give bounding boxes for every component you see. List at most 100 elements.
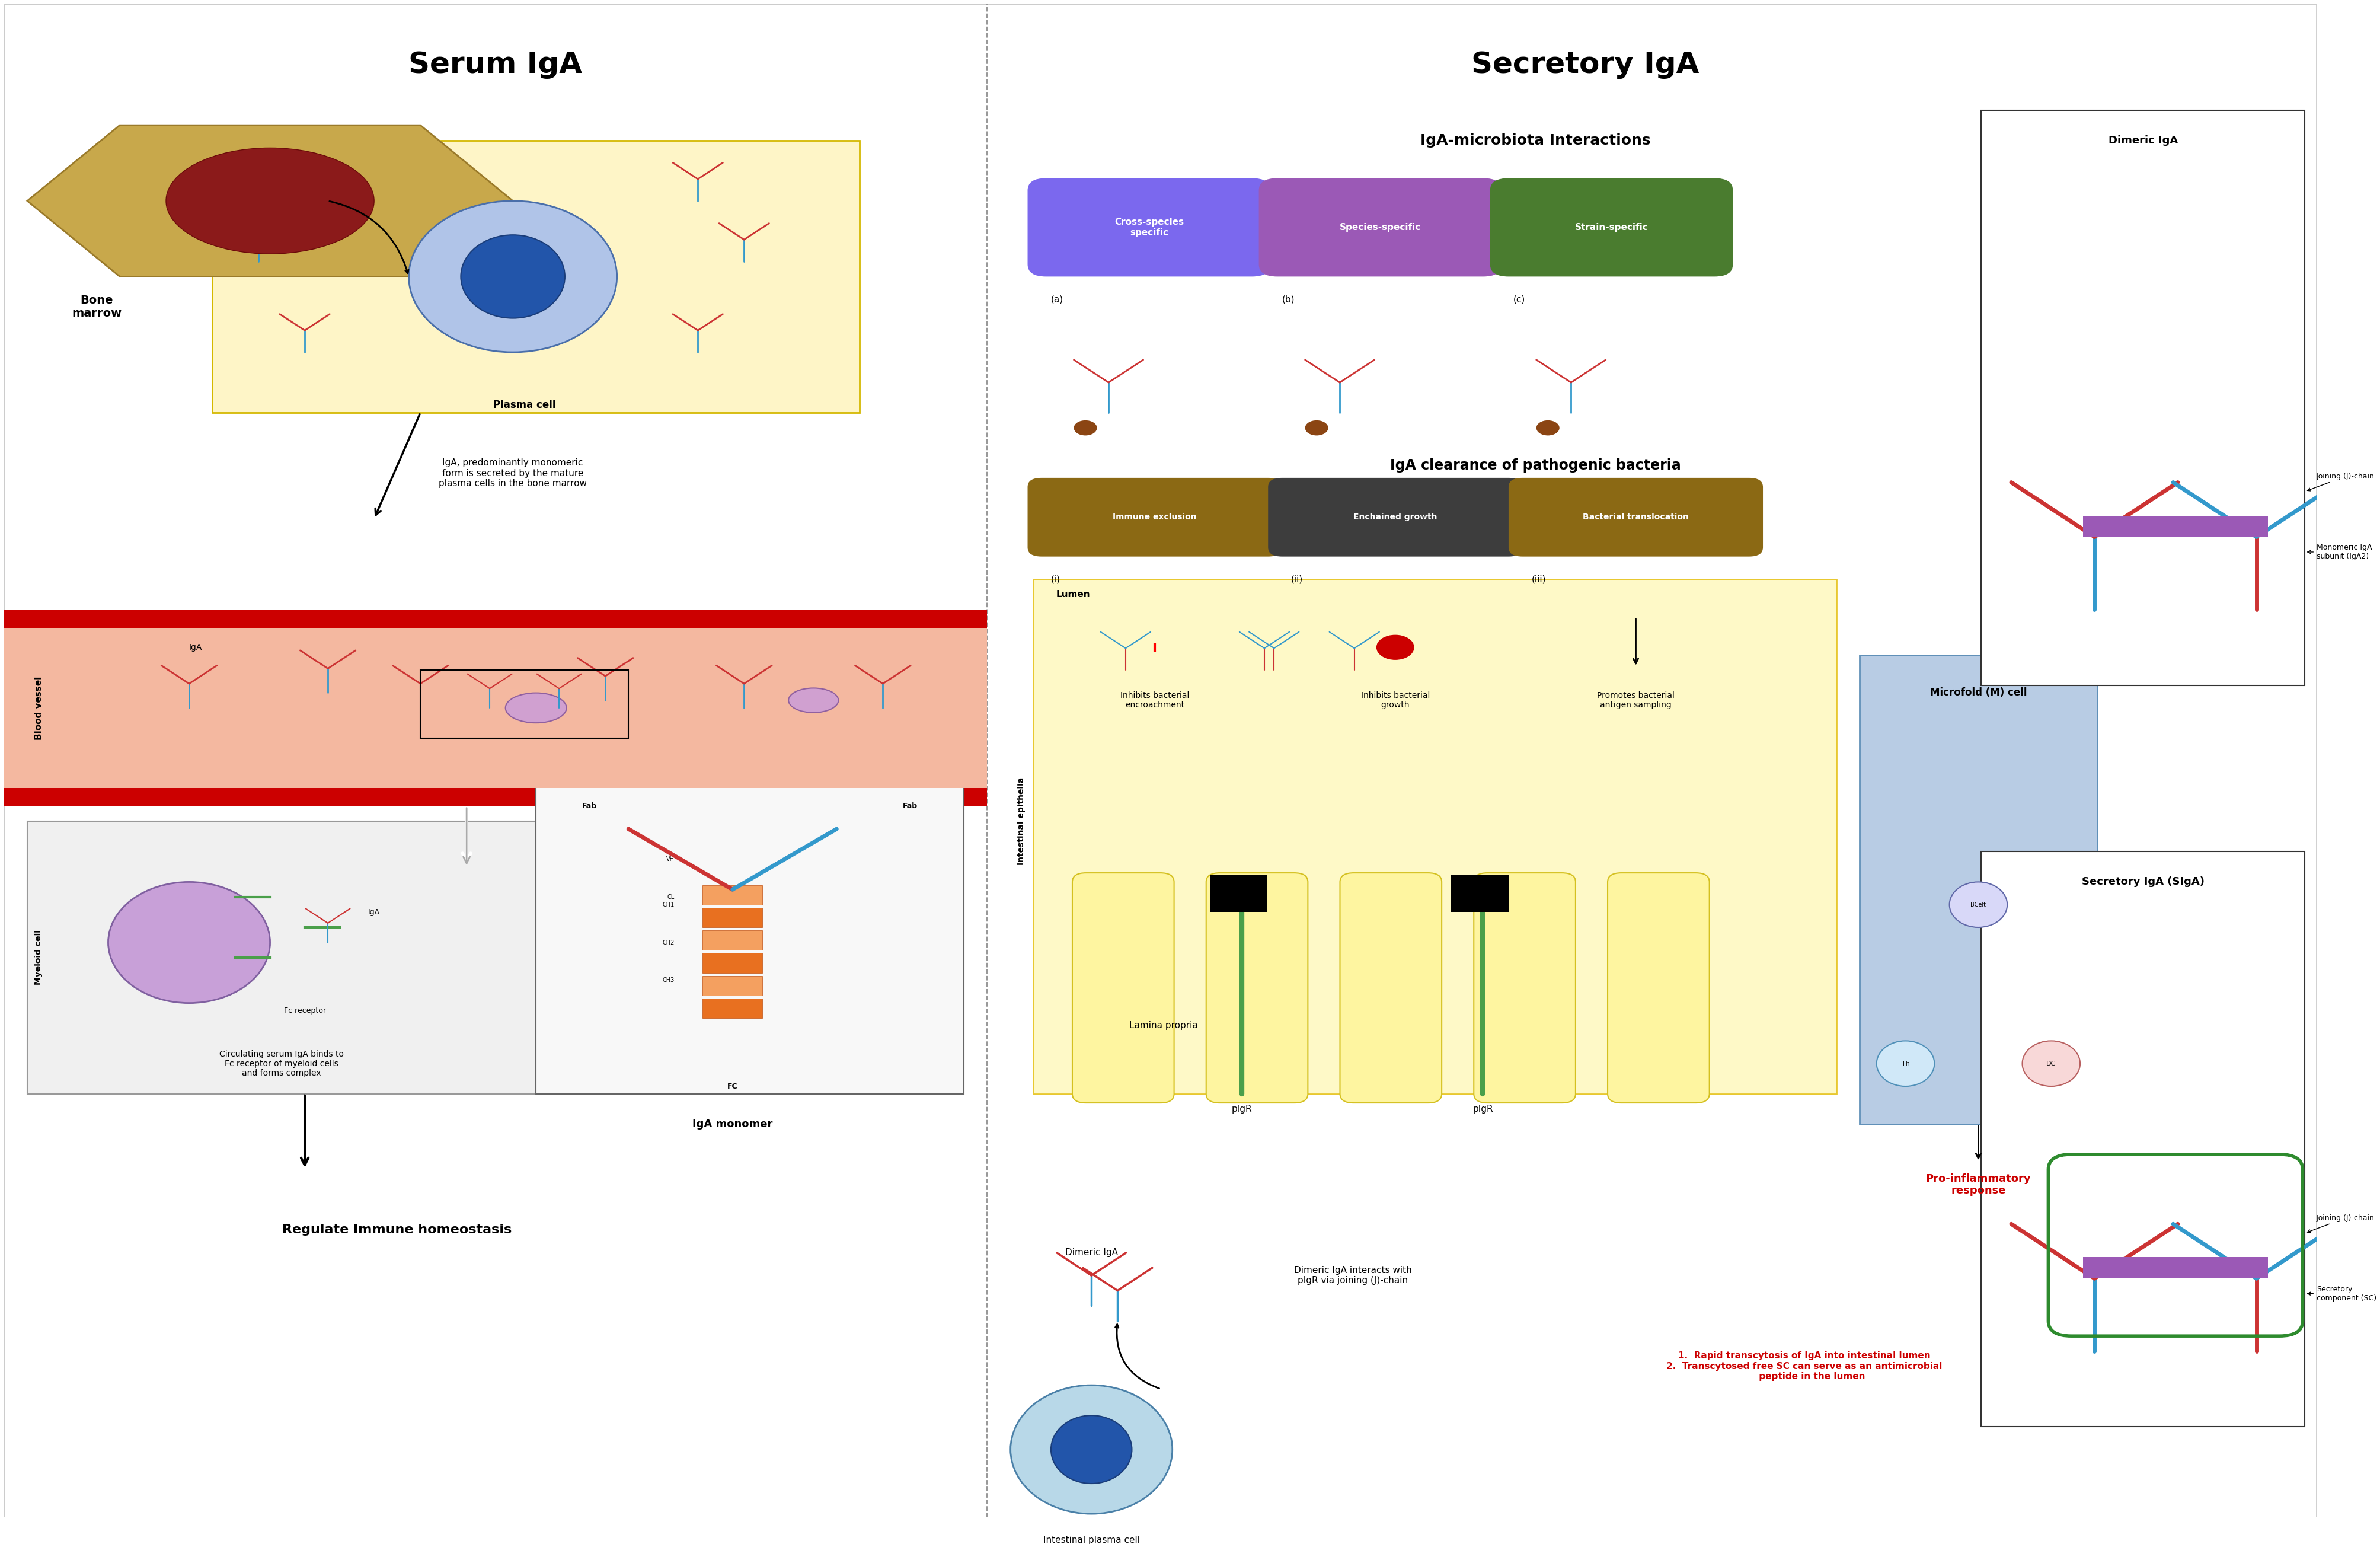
Text: Secretory IgA (SIgA): Secretory IgA (SIgA) xyxy=(2080,877,2204,888)
Bar xyxy=(1980,852,2304,1427)
Text: (b): (b) xyxy=(1283,295,1295,304)
Text: IgA clearance of pathogenic bacteria: IgA clearance of pathogenic bacteria xyxy=(1390,459,1680,472)
Text: Species-specific: Species-specific xyxy=(1340,222,1421,232)
Text: pIgR: pIgR xyxy=(1473,1104,1492,1113)
Circle shape xyxy=(1304,420,1328,435)
Text: Circulating serum IgA binds to
Fc receptor of myeloid cells
and forms complex: Circulating serum IgA binds to Fc recept… xyxy=(219,1050,343,1078)
Bar xyxy=(5,628,988,787)
Text: Th: Th xyxy=(1902,1061,1909,1067)
Text: Monomeric IgA
subunit (IgA2): Monomeric IgA subunit (IgA2) xyxy=(2306,543,2370,560)
Bar xyxy=(5,610,988,806)
Text: CH1: CH1 xyxy=(662,902,674,908)
Text: FC: FC xyxy=(728,1082,738,1090)
Text: Enchained growth: Enchained growth xyxy=(1352,513,1438,522)
Ellipse shape xyxy=(1875,1041,1935,1087)
Text: CH2: CH2 xyxy=(662,939,674,945)
Text: Bone
marrow: Bone marrow xyxy=(71,295,121,320)
Ellipse shape xyxy=(462,235,564,318)
Bar xyxy=(2082,1257,2268,1278)
FancyBboxPatch shape xyxy=(1028,178,1271,276)
Text: Strain-specific: Strain-specific xyxy=(1576,222,1647,232)
Bar xyxy=(702,885,762,905)
Ellipse shape xyxy=(1009,1385,1171,1513)
Bar xyxy=(2082,516,2268,537)
Text: CH3: CH3 xyxy=(662,977,674,984)
Text: Serum IgA: Serum IgA xyxy=(409,51,583,79)
FancyBboxPatch shape xyxy=(1269,477,1523,556)
Bar xyxy=(702,999,762,1017)
Circle shape xyxy=(1376,635,1414,659)
Text: Bacterial translocation: Bacterial translocation xyxy=(1583,513,1687,522)
Bar xyxy=(702,931,762,950)
Bar xyxy=(1033,579,1835,1093)
Text: Promotes bacterial
antigen sampling: Promotes bacterial antigen sampling xyxy=(1597,692,1673,709)
Text: IgA-microbiota Interactions: IgA-microbiota Interactions xyxy=(1421,133,1649,147)
Text: Secretory IgA: Secretory IgA xyxy=(1471,51,1699,79)
Text: pIgR: pIgR xyxy=(1230,1104,1252,1113)
Text: (a): (a) xyxy=(1050,295,1064,304)
Bar xyxy=(702,908,762,928)
Bar xyxy=(536,777,964,1093)
Text: Lamina propria: Lamina propria xyxy=(1128,1021,1197,1030)
FancyBboxPatch shape xyxy=(1606,872,1709,1102)
Text: Microfold (M) cell: Microfold (M) cell xyxy=(1930,687,2025,698)
Text: Intestinal epithelia: Intestinal epithelia xyxy=(1016,778,1026,865)
Text: Dimeric IgA: Dimeric IgA xyxy=(2109,134,2178,145)
FancyBboxPatch shape xyxy=(1028,477,1283,556)
Text: Intestinal plasma cell: Intestinal plasma cell xyxy=(1042,1536,1140,1544)
Text: DC: DC xyxy=(2047,1061,2056,1067)
Bar xyxy=(1209,874,1266,913)
Text: Inhibits bacterial
growth: Inhibits bacterial growth xyxy=(1361,692,1430,709)
Text: Regulate Immune homeostasis: Regulate Immune homeostasis xyxy=(283,1224,512,1235)
Ellipse shape xyxy=(409,201,616,352)
Text: Blood vessel: Blood vessel xyxy=(33,676,43,740)
FancyBboxPatch shape xyxy=(1473,872,1576,1102)
Ellipse shape xyxy=(1949,882,2006,928)
Bar xyxy=(421,670,628,738)
Circle shape xyxy=(1073,420,1097,435)
Ellipse shape xyxy=(788,689,838,713)
Text: (i): (i) xyxy=(1050,574,1059,584)
FancyBboxPatch shape xyxy=(1207,872,1307,1102)
Bar xyxy=(1859,655,2097,1124)
Text: Secretory
component (SC): Secretory component (SC) xyxy=(2306,1285,2375,1302)
FancyBboxPatch shape xyxy=(1259,178,1502,276)
Bar xyxy=(1980,110,2304,686)
FancyBboxPatch shape xyxy=(1071,872,1173,1102)
Text: IgA, predominantly monomeric
form is secreted by the mature
plasma cells in the : IgA, predominantly monomeric form is sec… xyxy=(438,459,588,488)
Text: (c): (c) xyxy=(1514,295,1526,304)
Text: Plasma cell: Plasma cell xyxy=(493,400,555,411)
Text: IgA: IgA xyxy=(369,908,381,916)
Text: 1: 1 xyxy=(1235,889,1242,897)
FancyBboxPatch shape xyxy=(1509,477,1764,556)
Text: (ii): (ii) xyxy=(1290,574,1302,584)
FancyBboxPatch shape xyxy=(1340,872,1442,1102)
Bar xyxy=(26,821,536,1093)
Text: Pro-inflammatory
response: Pro-inflammatory response xyxy=(1925,1173,2030,1197)
Text: Immune exclusion: Immune exclusion xyxy=(1111,513,1197,522)
Bar xyxy=(212,141,859,412)
Text: Cross-species
specific: Cross-species specific xyxy=(1114,218,1183,236)
Ellipse shape xyxy=(1050,1416,1130,1484)
Text: IgA monomer: IgA monomer xyxy=(693,1119,774,1129)
Bar xyxy=(1449,874,1509,913)
Text: BCelt: BCelt xyxy=(1971,902,1985,908)
Ellipse shape xyxy=(167,148,374,253)
Text: IgA: IgA xyxy=(188,644,202,652)
Bar xyxy=(702,976,762,996)
Ellipse shape xyxy=(107,882,269,1004)
Text: Dimeric IgA interacts with
pIgR via joining (J)-chain: Dimeric IgA interacts with pIgR via join… xyxy=(1292,1266,1411,1285)
Text: VH: VH xyxy=(666,857,674,862)
Text: Inhibits bacterial
encroachment: Inhibits bacterial encroachment xyxy=(1121,692,1190,709)
Bar xyxy=(702,953,762,973)
Polygon shape xyxy=(26,125,512,276)
Text: Joining (J)-chain: Joining (J)-chain xyxy=(2306,472,2373,491)
Text: Fc receptor: Fc receptor xyxy=(283,1007,326,1014)
FancyBboxPatch shape xyxy=(1490,178,1733,276)
Text: 1.  Rapid transcytosis of IgA into intestinal lumen
2.  Transcytosed free SC can: 1. Rapid transcytosis of IgA into intest… xyxy=(1666,1351,1942,1380)
Text: (iii): (iii) xyxy=(1530,574,1547,584)
Text: Fab: Fab xyxy=(583,803,597,811)
Text: Myeloid cell: Myeloid cell xyxy=(36,929,43,985)
Ellipse shape xyxy=(2021,1041,2080,1087)
Ellipse shape xyxy=(505,693,566,723)
